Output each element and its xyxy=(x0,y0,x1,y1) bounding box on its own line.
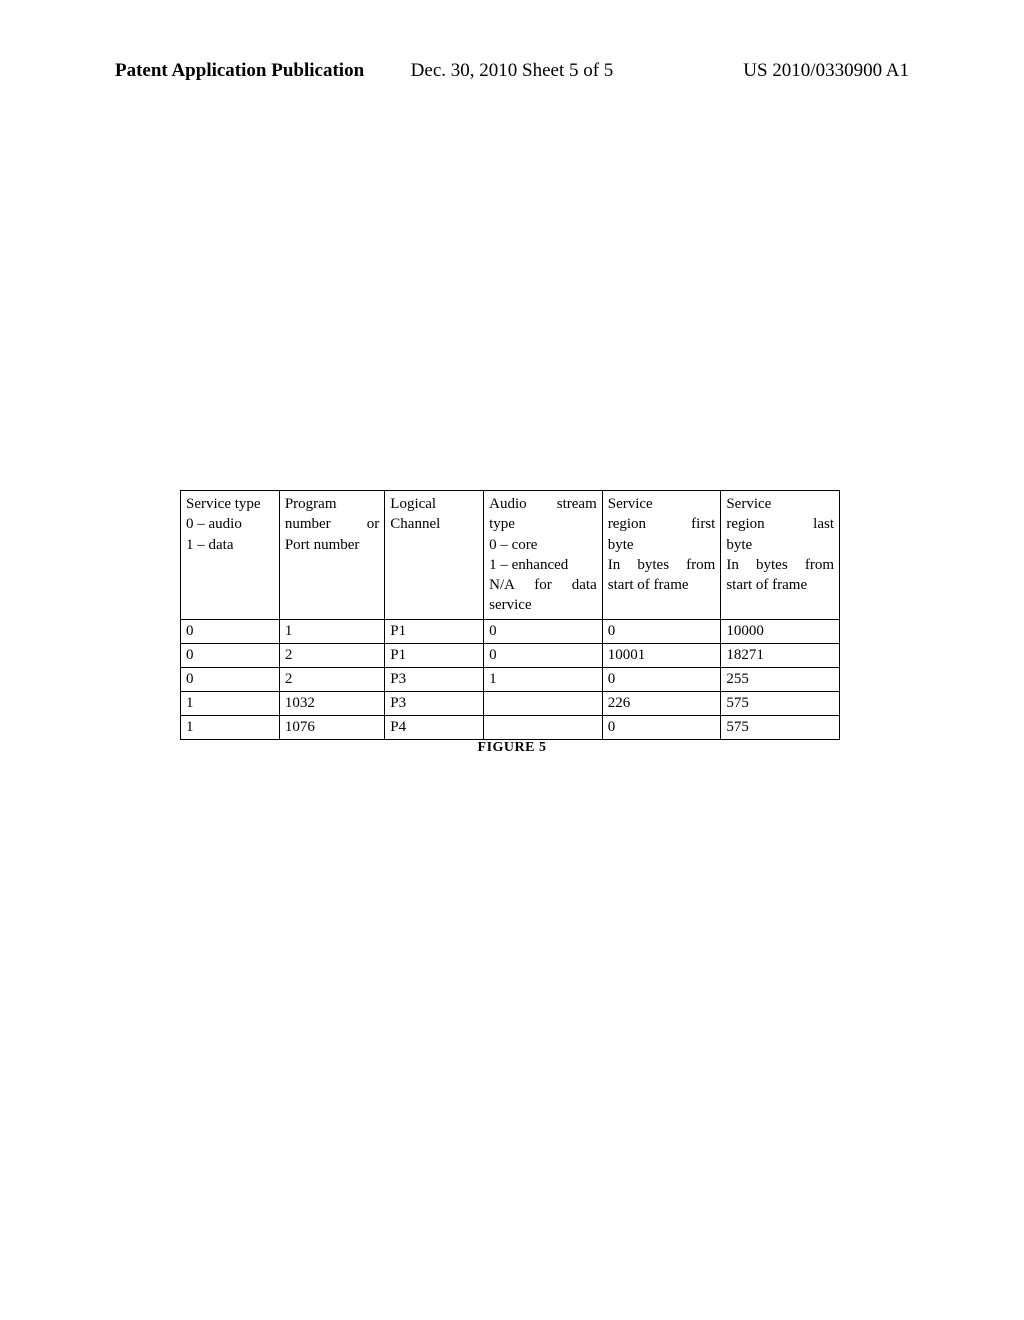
cell: 0 xyxy=(484,619,603,643)
col-header-text: 1 – data xyxy=(186,537,233,553)
service-table: Service type 0 – audio 1 – data Program … xyxy=(180,490,840,740)
cell: 0 xyxy=(181,667,280,691)
col-header-text: service xyxy=(489,597,531,613)
cell: 0 xyxy=(602,619,721,643)
cell: 2 xyxy=(279,643,384,667)
col-header-text: byte xyxy=(726,537,752,553)
col-header-text: Channel xyxy=(390,516,440,532)
cell: P3 xyxy=(385,667,484,691)
col-header-text: type xyxy=(489,516,515,532)
table-row: 1 1076 P4 0 575 xyxy=(181,715,840,739)
cell: P4 xyxy=(385,715,484,739)
col-header-text: Audio stream xyxy=(489,494,597,514)
table-row: 0 2 P1 0 10001 18271 xyxy=(181,643,840,667)
cell: 0 xyxy=(181,619,280,643)
col-header-text: 1 – enhanced xyxy=(489,557,568,573)
table-header-row: Service type 0 – audio 1 – data Program … xyxy=(181,491,840,620)
col-header-text: start of frame xyxy=(726,577,807,593)
col-header-text: In bytes from xyxy=(726,555,834,575)
cell: 10000 xyxy=(721,619,840,643)
cell: 1 xyxy=(181,715,280,739)
header-center: Dec. 30, 2010 Sheet 5 of 5 xyxy=(411,60,614,82)
cell: 10001 xyxy=(602,643,721,667)
page: Patent Application Publication Dec. 30, … xyxy=(0,0,1024,1320)
cell xyxy=(484,715,603,739)
col-header-text: Port number xyxy=(285,537,360,553)
header-left: Patent Application Publication xyxy=(115,60,364,82)
cell: 1076 xyxy=(279,715,384,739)
col-header-text: Service type xyxy=(186,496,261,512)
cell: 255 xyxy=(721,667,840,691)
col-header-text: number or xyxy=(285,514,379,534)
cell: 18271 xyxy=(721,643,840,667)
col-header-logical-channel: Logical Channel xyxy=(385,491,484,620)
cell xyxy=(484,691,603,715)
header-right: US 2010/0330900 A1 xyxy=(743,60,909,82)
cell: 0 xyxy=(484,643,603,667)
table-row: 0 2 P3 1 0 255 xyxy=(181,667,840,691)
cell: P1 xyxy=(385,643,484,667)
cell: 0 xyxy=(602,667,721,691)
table-row: 1 1032 P3 226 575 xyxy=(181,691,840,715)
table-row: 0 1 P1 0 0 10000 xyxy=(181,619,840,643)
cell: P3 xyxy=(385,691,484,715)
col-header-text: byte xyxy=(608,537,634,553)
page-header: Patent Application Publication Dec. 30, … xyxy=(115,60,909,82)
cell: 2 xyxy=(279,667,384,691)
table-body: 0 1 P1 0 0 10000 0 2 P1 0 10001 18271 0 xyxy=(181,619,840,739)
col-header-text: region last xyxy=(726,514,834,534)
col-header-text: Service xyxy=(608,496,653,512)
service-table-wrap: Service type 0 – audio 1 – data Program … xyxy=(180,490,840,740)
col-header-text: start of frame xyxy=(608,577,689,593)
col-header-text: Program xyxy=(285,494,379,514)
col-header-text: Service xyxy=(726,496,771,512)
cell: 1 xyxy=(484,667,603,691)
cell: P1 xyxy=(385,619,484,643)
cell: 226 xyxy=(602,691,721,715)
cell: 1 xyxy=(279,619,384,643)
cell: 1032 xyxy=(279,691,384,715)
cell: 1 xyxy=(181,691,280,715)
figure-label: FIGURE 5 xyxy=(478,740,547,756)
col-header-first-byte: Service region first byte In bytes from … xyxy=(602,491,721,620)
cell: 0 xyxy=(181,643,280,667)
col-header-last-byte: Service region last byte In bytes from s… xyxy=(721,491,840,620)
col-header-text: In bytes from xyxy=(608,555,716,575)
col-header-text: region first xyxy=(608,514,716,534)
cell: 0 xyxy=(602,715,721,739)
col-header-program-number: Program number or Port number xyxy=(279,491,384,620)
cell: 575 xyxy=(721,691,840,715)
col-header-service-type: Service type 0 – audio 1 – data xyxy=(181,491,280,620)
col-header-text: 0 – audio xyxy=(186,516,242,532)
col-header-text: 0 – core xyxy=(489,537,537,553)
col-header-audio-stream: Audio stream type 0 – core 1 – enhanced … xyxy=(484,491,603,620)
col-header-text: N/A for data xyxy=(489,575,597,595)
cell: 575 xyxy=(721,715,840,739)
col-header-text: Logical xyxy=(390,496,436,512)
